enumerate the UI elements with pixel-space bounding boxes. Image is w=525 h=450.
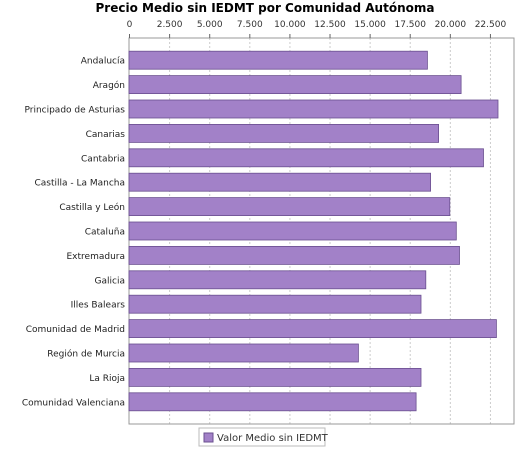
category-label: Comunidad de Madrid (26, 325, 125, 335)
category-label: Cantabria (81, 154, 125, 164)
bar (128, 197, 451, 217)
legend-box (198, 427, 326, 447)
x-tick-label: 15.000 (354, 20, 386, 30)
legend-swatch (203, 432, 214, 443)
category-label: Principado de Asturias (24, 106, 125, 116)
category-label: Castilla y León (59, 202, 125, 213)
x-tick-label: 2.500 (157, 20, 183, 30)
x-tick-label: 12.500 (314, 20, 346, 30)
bar (128, 99, 499, 119)
x-tick-label: 10.000 (274, 20, 306, 30)
x-tick-label: 5.000 (197, 20, 223, 30)
bar (128, 343, 359, 363)
category-label: Comunidad Valenciana (22, 398, 125, 408)
x-tick-label: 20.000 (435, 20, 467, 30)
bar (128, 294, 422, 314)
bar (128, 75, 462, 94)
x-axis: 0 2.500 5.000 7.500 10.000 12.500 15.000 17.500… (127, 20, 507, 38)
legend: Valor Medio sin IEDMT (198, 427, 329, 447)
x-tick-label: 0 (127, 20, 133, 30)
category-label: Castilla - La Mancha (34, 179, 125, 189)
bar (128, 221, 457, 241)
x-tick-label: 17.500 (394, 20, 426, 30)
category-label: Cataluña (85, 228, 125, 238)
category-label: Extremadura (67, 252, 126, 262)
bar (128, 245, 460, 265)
x-tick-label: 22.500 (475, 20, 507, 30)
bar (128, 270, 427, 290)
x-tick-label: 7.500 (237, 20, 263, 30)
bars (128, 50, 499, 412)
category-label: Región de Murcia (47, 349, 125, 360)
bar (128, 392, 417, 412)
category-label: Galicia (95, 276, 125, 286)
legend-label: Valor Medio sin IEDMT (217, 433, 329, 444)
bar (128, 367, 422, 387)
category-label: Andalucía (81, 57, 125, 67)
category-label: Aragón (93, 80, 125, 91)
category-label: Illes Balears (71, 301, 126, 311)
category-labels: Andalucía Aragón Principado de Asturias Can… (22, 57, 125, 409)
bar (128, 148, 484, 168)
category-label: Canarias (86, 130, 126, 140)
bar (128, 124, 440, 143)
bar (128, 319, 497, 339)
bar (128, 50, 428, 70)
bar (128, 172, 432, 192)
chart-title: Precio Medio sin IEDMT por Comunidad Aut… (96, 1, 435, 15)
category-label: La Rioja (89, 374, 125, 384)
